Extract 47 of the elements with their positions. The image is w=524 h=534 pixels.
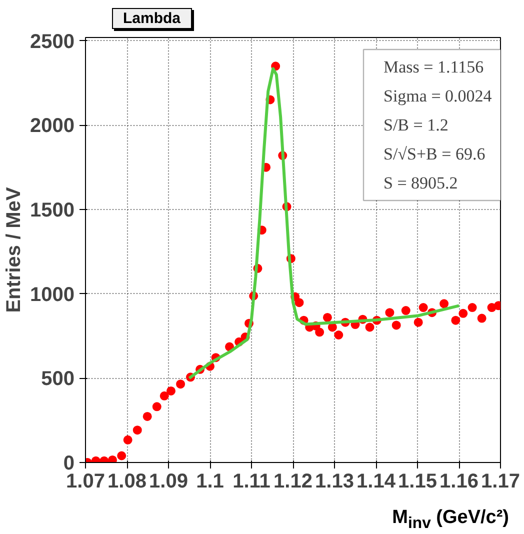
x-tick-label: 1.14 bbox=[356, 470, 396, 492]
point bbox=[152, 402, 162, 412]
annotation: S = 8905.2 bbox=[384, 174, 458, 192]
annotation: Mass = 1.1156 bbox=[384, 58, 484, 76]
y-axis-title: Entries / MeV bbox=[3, 186, 26, 313]
point bbox=[142, 412, 152, 421]
point bbox=[166, 386, 176, 396]
x-tick-label: 1.17 bbox=[481, 470, 520, 492]
x-axis-title: M$_{inv}$ (GeV/c²) bbox=[391, 507, 509, 533]
point bbox=[418, 303, 428, 312]
point bbox=[117, 451, 126, 460]
point bbox=[451, 316, 460, 325]
point bbox=[334, 330, 344, 340]
point bbox=[365, 322, 374, 332]
point bbox=[176, 380, 186, 389]
y-tick-label: 1000 bbox=[30, 284, 75, 306]
point bbox=[392, 320, 401, 330]
annotation: Sigma = 0.0024 bbox=[384, 86, 492, 106]
point bbox=[294, 298, 304, 308]
point bbox=[315, 328, 324, 337]
point bbox=[322, 312, 332, 322]
x-tick-label: 1.12 bbox=[274, 470, 312, 492]
point bbox=[108, 455, 117, 462]
y-tick-label: 500 bbox=[41, 368, 75, 390]
annotation: S/B = 1.2 bbox=[384, 116, 448, 134]
x-tick-label: 1.1 bbox=[196, 470, 224, 492]
y-tick-label: 1500 bbox=[30, 200, 75, 222]
x-tick-label: 1.09 bbox=[149, 470, 188, 492]
point bbox=[123, 435, 132, 444]
y-tick-label: 2500 bbox=[30, 30, 75, 53]
x-tick-label: 1.11 bbox=[232, 470, 270, 492]
x-tick-label: 1.08 bbox=[108, 470, 146, 492]
point bbox=[440, 299, 449, 308]
point bbox=[458, 308, 468, 318]
point bbox=[401, 306, 410, 316]
x-tick-label: 1.15 bbox=[398, 470, 437, 492]
point bbox=[477, 314, 486, 323]
point bbox=[160, 391, 169, 400]
point bbox=[132, 426, 142, 435]
y-tick-label: 2000 bbox=[30, 115, 75, 138]
annotation: S/√S+B = 69.6 bbox=[384, 144, 486, 164]
point bbox=[385, 308, 394, 318]
x-tick-label: 1.13 bbox=[315, 470, 354, 492]
chart-title: Lambda bbox=[112, 8, 192, 29]
point bbox=[414, 318, 423, 327]
x-tick-label: 1.16 bbox=[440, 470, 478, 492]
point bbox=[468, 303, 477, 312]
